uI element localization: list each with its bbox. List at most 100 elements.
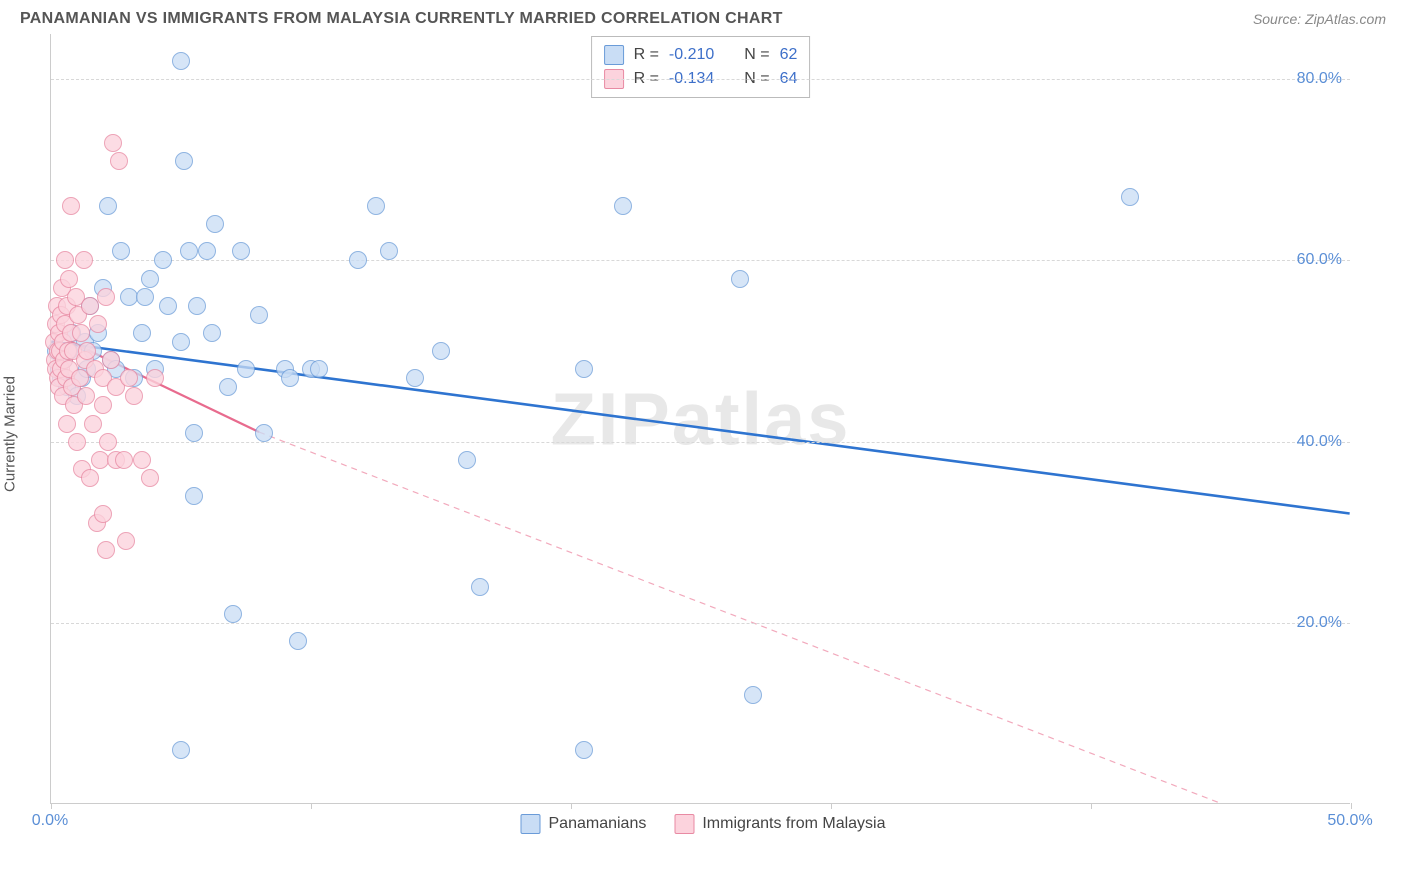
scatter-point — [159, 297, 177, 315]
grid-line — [51, 79, 1350, 80]
scatter-point — [731, 270, 749, 288]
legend-swatch — [521, 814, 541, 834]
scatter-point — [172, 52, 190, 70]
x-tick-mark — [51, 803, 52, 809]
scatter-point — [120, 369, 138, 387]
scatter-point — [112, 242, 130, 260]
scatter-point — [255, 424, 273, 442]
correlation-legend: R =-0.210N =62R =-0.134N =64 — [591, 36, 811, 98]
scatter-point — [575, 741, 593, 759]
scatter-point — [136, 288, 154, 306]
n-value: 62 — [780, 46, 798, 64]
scatter-point — [154, 251, 172, 269]
scatter-point — [115, 451, 133, 469]
legend-swatch — [604, 45, 624, 65]
y-tick-label: 60.0% — [1297, 251, 1342, 269]
scatter-point — [172, 741, 190, 759]
series-legend-item: Panamanians — [521, 814, 647, 834]
scatter-point — [97, 541, 115, 559]
scatter-point — [219, 378, 237, 396]
scatter-point — [89, 315, 107, 333]
chart-source: Source: ZipAtlas.com — [1253, 11, 1386, 27]
scatter-point — [367, 197, 385, 215]
series-legend: Panamanians Immigrants from Malaysia — [521, 814, 886, 834]
scatter-point — [60, 270, 78, 288]
x-tick-mark — [311, 803, 312, 809]
scatter-point — [744, 686, 762, 704]
scatter-point — [198, 242, 216, 260]
chart-title: PANAMANIAN VS IMMIGRANTS FROM MALAYSIA C… — [20, 10, 783, 28]
scatter-point — [1121, 188, 1139, 206]
scatter-point — [185, 424, 203, 442]
watermark: ZIPatlas — [551, 376, 851, 461]
x-tick-mark — [831, 803, 832, 809]
x-tick-mark — [571, 803, 572, 809]
scatter-point — [349, 251, 367, 269]
scatter-point — [232, 242, 250, 260]
scatter-point — [78, 342, 96, 360]
scatter-point — [289, 632, 307, 650]
scatter-point — [99, 197, 117, 215]
series-legend-label: Panamanians — [549, 815, 647, 833]
scatter-point — [203, 324, 221, 342]
plot-area: ZIPatlas R =-0.210N =62R =-0.134N =64 20… — [50, 34, 1350, 804]
scatter-point — [125, 387, 143, 405]
trend-lines-layer — [51, 34, 1350, 803]
scatter-point — [81, 469, 99, 487]
y-tick-label: 80.0% — [1297, 70, 1342, 88]
scatter-point — [250, 306, 268, 324]
trend-line — [259, 432, 1220, 803]
chart-container: Currently Married ZIPatlas R =-0.210N =6… — [20, 34, 1386, 834]
scatter-point — [188, 297, 206, 315]
scatter-point — [614, 197, 632, 215]
scatter-point — [146, 369, 164, 387]
series-legend-item: Immigrants from Malaysia — [674, 814, 885, 834]
scatter-point — [406, 369, 424, 387]
scatter-point — [133, 451, 151, 469]
scatter-point — [471, 578, 489, 596]
scatter-point — [77, 387, 95, 405]
scatter-point — [75, 251, 93, 269]
y-axis-label: Currently Married — [2, 376, 19, 492]
scatter-point — [281, 369, 299, 387]
y-tick-label: 40.0% — [1297, 433, 1342, 451]
scatter-point — [84, 415, 102, 433]
scatter-point — [97, 288, 115, 306]
n-label: N = — [744, 46, 769, 64]
scatter-point — [102, 351, 120, 369]
scatter-point — [237, 360, 255, 378]
scatter-point — [117, 532, 135, 550]
x-tick-mark — [1091, 803, 1092, 809]
scatter-point — [141, 270, 159, 288]
scatter-point — [72, 324, 90, 342]
scatter-point — [380, 242, 398, 260]
x-tick-label: 0.0% — [32, 812, 68, 830]
grid-line — [51, 260, 1350, 261]
scatter-point — [180, 242, 198, 260]
scatter-point — [94, 505, 112, 523]
scatter-point — [458, 451, 476, 469]
y-tick-label: 20.0% — [1297, 614, 1342, 632]
scatter-point — [68, 433, 86, 451]
scatter-point — [99, 433, 117, 451]
scatter-point — [172, 333, 190, 351]
scatter-point — [575, 360, 593, 378]
scatter-point — [432, 342, 450, 360]
r-label: R = — [634, 46, 659, 64]
scatter-point — [224, 605, 242, 623]
r-value: -0.210 — [669, 46, 714, 64]
correlation-legend-row: R = -0.210 N = 62 — [604, 43, 798, 67]
x-tick-mark — [1351, 803, 1352, 809]
scatter-point — [175, 152, 193, 170]
scatter-point — [62, 197, 80, 215]
grid-line — [51, 442, 1350, 443]
scatter-point — [104, 134, 122, 152]
scatter-point — [133, 324, 151, 342]
grid-line — [51, 623, 1350, 624]
scatter-point — [141, 469, 159, 487]
scatter-point — [56, 251, 74, 269]
scatter-point — [94, 396, 112, 414]
series-legend-label: Immigrants from Malaysia — [702, 815, 885, 833]
scatter-point — [185, 487, 203, 505]
scatter-point — [110, 152, 128, 170]
